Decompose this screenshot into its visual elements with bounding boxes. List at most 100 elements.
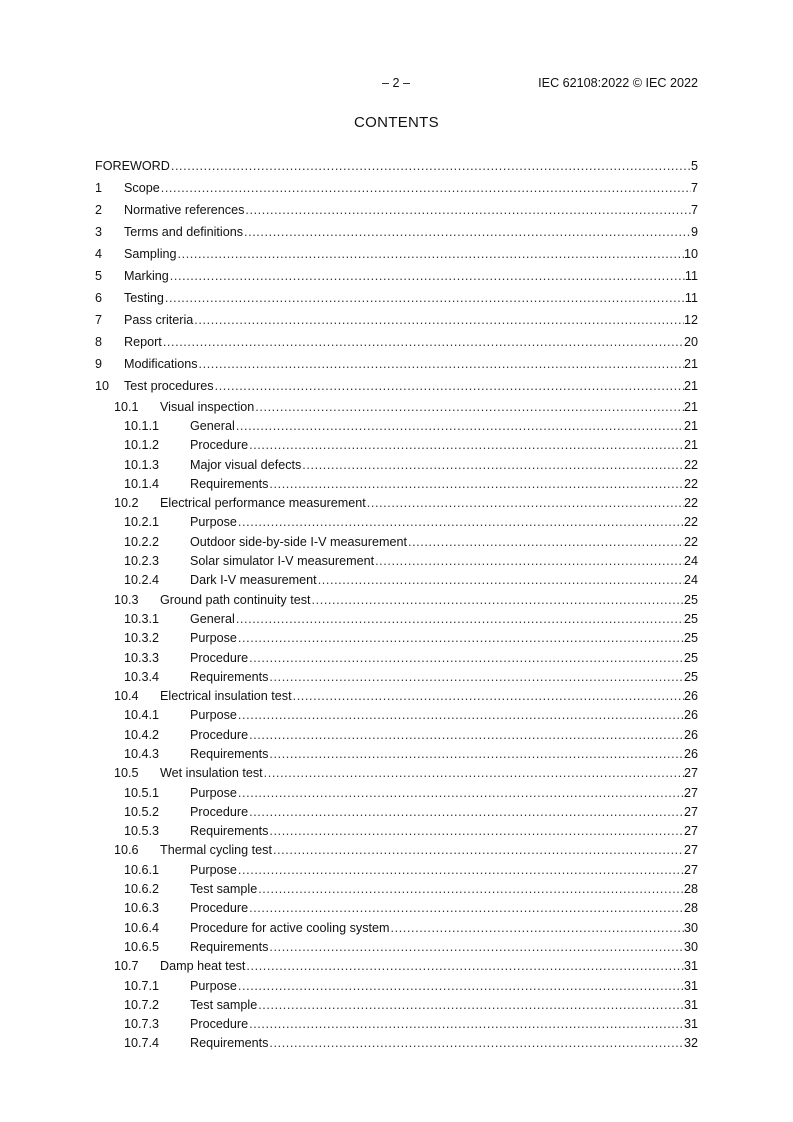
- toc-entry[interactable]: 10.6 Thermal cycling test 27: [95, 841, 698, 860]
- toc-entry-page: 20: [683, 335, 698, 349]
- toc-entry-number: 6: [95, 291, 103, 305]
- toc-entry-page: 27: [683, 766, 698, 781]
- dot-leader: [255, 400, 684, 414]
- dot-leader: [165, 291, 685, 305]
- toc-entry[interactable]: 10.1.4 Requirements 22: [95, 474, 698, 493]
- toc-entry[interactable]: 10.5.2 Procedure 27: [95, 802, 698, 821]
- toc-entry[interactable]: 10.2.2 Outdoor side-by-side I-V measureme…: [95, 532, 698, 551]
- toc-entry-page: 7: [690, 203, 698, 217]
- dot-leader: [269, 747, 684, 761]
- toc-entry-title: Requirements: [190, 1036, 270, 1051]
- toc-entry[interactable]: 1 Scope 7: [95, 177, 698, 199]
- table-of-contents: FOREWORD 5 1 Scope 7 2 Normative references 7 3 T…: [95, 155, 698, 1053]
- toc-entry[interactable]: 10.2.4 Dark I-V measurement 24: [95, 571, 698, 590]
- toc-entry-number: 4: [95, 247, 103, 261]
- toc-entry-page: 22: [683, 515, 698, 530]
- toc-entry[interactable]: 10.5.3 Requirements 27: [95, 822, 698, 841]
- toc-entry-page: 31: [683, 997, 698, 1012]
- toc-entry-page: 28: [683, 901, 698, 916]
- dot-leader: [245, 203, 691, 217]
- toc-entry[interactable]: 10.2 Electrical performance measurement 22: [95, 493, 698, 512]
- toc-entry[interactable]: 10.1.1 General 21: [95, 416, 698, 435]
- toc-entry[interactable]: 10.7 Damp heat test 31: [95, 957, 698, 976]
- toc-entry-title: Procedure: [190, 650, 250, 665]
- dot-leader: [238, 515, 684, 529]
- toc-entry-page: 21: [683, 357, 698, 371]
- toc-entry[interactable]: 10.6.5 Requirements 30: [95, 937, 698, 956]
- toc-entry-page: 10: [683, 247, 698, 261]
- toc-entry[interactable]: 10.6.4 Procedure for active cooling syste…: [95, 918, 698, 937]
- toc-entry[interactable]: 10.6.2 Test sample 28: [95, 879, 698, 898]
- toc-entry-number: 10.6: [114, 843, 139, 858]
- toc-entry[interactable]: 10.3.2 Purpose 25: [95, 629, 698, 648]
- toc-entry-title: Requirements: [190, 476, 270, 491]
- toc-entry[interactable]: 10.6.3 Procedure 28: [95, 899, 698, 918]
- toc-entry[interactable]: 10.1 Visual inspection 21: [95, 397, 698, 416]
- toc-entry-page: 21: [683, 438, 698, 453]
- toc-entry[interactable]: 8 Report 20: [95, 331, 698, 353]
- dot-leader: [238, 708, 684, 722]
- toc-entry-title: Major visual defects: [190, 457, 303, 472]
- toc-entry[interactable]: 10.4.3 Requirements 26: [95, 744, 698, 763]
- toc-entry-title: Normative references: [124, 203, 246, 217]
- toc-entry-number: 10.2: [114, 496, 139, 511]
- toc-entry-title: Purpose: [190, 631, 238, 646]
- toc-entry[interactable]: 10.2.1 Purpose 22: [95, 513, 698, 532]
- toc-entry-page: 21: [683, 418, 698, 433]
- dot-leader: [161, 181, 691, 195]
- toc-entry[interactable]: 10.7.3 Procedure 31: [95, 1015, 698, 1034]
- toc-entry-number: 10.6.4: [124, 920, 160, 935]
- toc-entry[interactable]: 10.7.4 Requirements 32: [95, 1034, 698, 1053]
- toc-entry-page: 27: [683, 804, 698, 819]
- dot-leader: [238, 979, 684, 993]
- dot-leader: [269, 824, 684, 838]
- dot-leader: [391, 921, 684, 935]
- toc-entry[interactable]: 9 Modifications 21: [95, 353, 698, 375]
- toc-entry[interactable]: 10.3 Ground path continuity test 25: [95, 590, 698, 609]
- toc-entry[interactable]: 10.3.3 Procedure 25: [95, 648, 698, 667]
- toc-entry-title: Test sample: [190, 997, 259, 1012]
- toc-entry-number: 7: [95, 313, 103, 327]
- toc-entry-title: Requirements: [190, 939, 270, 954]
- toc-entry[interactable]: 5 Marking 11: [95, 265, 698, 287]
- dot-leader: [258, 882, 684, 896]
- toc-entry[interactable]: 7 Pass criteria 12: [95, 309, 698, 331]
- toc-entry-number: 10.3.4: [124, 669, 160, 684]
- toc-entry[interactable]: 3 Terms and definitions 9: [95, 221, 698, 243]
- toc-entry-title: Terms and definitions: [124, 225, 245, 239]
- toc-entry-title: Scope: [124, 181, 161, 195]
- standard-header: IEC 62108:2022 © IEC 2022: [538, 76, 698, 90]
- toc-entry-page: 22: [683, 534, 698, 549]
- toc-entry-number: 10.2.2: [124, 534, 160, 549]
- toc-entry[interactable]: 10.3.4 Requirements 25: [95, 667, 698, 686]
- dot-leader: [194, 313, 684, 327]
- toc-entry-page: 32: [683, 1036, 698, 1051]
- toc-entry-title: Outdoor side-by-side I-V measurement: [190, 534, 408, 549]
- toc-entry[interactable]: FOREWORD 5: [95, 155, 698, 177]
- toc-entry-title: Solar simulator I-V measurement: [190, 554, 376, 569]
- toc-entry[interactable]: 10.5 Wet insulation test 27: [95, 764, 698, 783]
- dot-leader: [269, 940, 684, 954]
- toc-entry[interactable]: 10.4 Electrical insulation test 26: [95, 686, 698, 705]
- toc-entry-page: 22: [683, 457, 698, 472]
- toc-entry[interactable]: 4 Sampling 10: [95, 243, 698, 265]
- toc-entry[interactable]: 10.6.1 Purpose 27: [95, 860, 698, 879]
- toc-entry[interactable]: 10.3.1 General 25: [95, 609, 698, 628]
- toc-entry[interactable]: 6 Testing 11: [95, 287, 698, 309]
- toc-entry[interactable]: 10.4.1 Purpose 26: [95, 706, 698, 725]
- toc-entry-page: 22: [683, 496, 698, 511]
- dot-leader: [178, 247, 684, 261]
- toc-entry-number: 10.2.4: [124, 573, 160, 588]
- toc-entry-title: Thermal cycling test: [160, 843, 273, 858]
- toc-entry[interactable]: 10.1.3 Major visual defects 22: [95, 455, 698, 474]
- toc-entry[interactable]: 10.5.1 Purpose 27: [95, 783, 698, 802]
- toc-entry[interactable]: 10.4.2 Procedure 26: [95, 725, 698, 744]
- toc-entry[interactable]: 10.2.3 Solar simulator I-V measurement 24: [95, 551, 698, 570]
- toc-entry[interactable]: 10.7.1 Purpose 31: [95, 976, 698, 995]
- toc-entry-number: 10.3.1: [124, 611, 160, 626]
- toc-entry[interactable]: 10.7.2 Test sample 31: [95, 995, 698, 1014]
- toc-entry[interactable]: 10.1.2 Procedure 21: [95, 436, 698, 455]
- toc-entry[interactable]: 2 Normative references 7: [95, 199, 698, 221]
- toc-entry[interactable]: 10 Test procedures 21: [95, 375, 698, 397]
- toc-entry-number: 10.1.1: [124, 418, 160, 433]
